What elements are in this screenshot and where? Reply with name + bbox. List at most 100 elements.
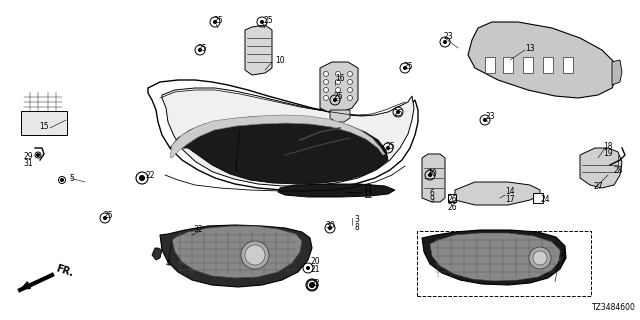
Polygon shape — [430, 233, 560, 281]
Bar — [485, 57, 495, 73]
Text: 15: 15 — [39, 122, 49, 131]
Circle shape — [348, 71, 353, 76]
Circle shape — [529, 247, 551, 269]
Text: 32: 32 — [193, 226, 203, 235]
Text: 25: 25 — [385, 141, 395, 150]
Polygon shape — [422, 154, 445, 202]
Text: 31: 31 — [23, 158, 33, 167]
Circle shape — [36, 154, 40, 156]
Text: 3: 3 — [355, 215, 360, 225]
Text: 7: 7 — [561, 255, 565, 265]
Circle shape — [307, 267, 310, 269]
Text: 23: 23 — [485, 111, 495, 121]
Circle shape — [348, 95, 353, 100]
Polygon shape — [580, 148, 622, 188]
Text: 19: 19 — [603, 148, 613, 157]
Text: 30: 30 — [427, 169, 437, 178]
Text: 25: 25 — [263, 15, 273, 25]
Circle shape — [335, 95, 340, 100]
Text: 9: 9 — [429, 196, 435, 204]
Text: 28: 28 — [613, 165, 623, 174]
Text: 22: 22 — [310, 278, 320, 287]
Polygon shape — [422, 230, 566, 285]
Text: 1: 1 — [234, 164, 238, 172]
Text: 25: 25 — [393, 108, 403, 117]
Text: 22: 22 — [145, 171, 155, 180]
Text: 21: 21 — [310, 266, 320, 275]
Text: 25: 25 — [403, 61, 413, 70]
Circle shape — [348, 87, 353, 92]
Text: 17: 17 — [505, 196, 515, 204]
Text: 26: 26 — [447, 204, 457, 212]
Text: 5: 5 — [70, 173, 74, 182]
Text: 25: 25 — [103, 212, 113, 220]
Polygon shape — [320, 62, 358, 112]
Polygon shape — [152, 248, 162, 260]
Text: 18: 18 — [604, 141, 612, 150]
Text: 4: 4 — [166, 259, 170, 268]
FancyBboxPatch shape — [417, 231, 591, 296]
Polygon shape — [245, 25, 272, 75]
Polygon shape — [172, 226, 302, 278]
Polygon shape — [170, 115, 385, 158]
Circle shape — [403, 67, 406, 69]
Text: 16: 16 — [335, 74, 345, 83]
Text: 14: 14 — [505, 188, 515, 196]
Text: 29: 29 — [23, 151, 33, 161]
Circle shape — [245, 245, 265, 265]
Bar — [563, 57, 573, 73]
Circle shape — [348, 79, 353, 84]
Text: 11: 11 — [364, 183, 372, 193]
Circle shape — [335, 87, 340, 92]
Circle shape — [104, 217, 106, 220]
Circle shape — [335, 79, 340, 84]
Circle shape — [323, 71, 328, 76]
Text: 30: 30 — [325, 221, 335, 230]
Polygon shape — [148, 80, 418, 190]
Text: 10: 10 — [275, 55, 285, 65]
Bar — [543, 57, 553, 73]
Text: TZ3484600: TZ3484600 — [592, 303, 636, 312]
Circle shape — [61, 179, 63, 181]
Polygon shape — [455, 182, 540, 205]
Circle shape — [310, 283, 314, 287]
Circle shape — [429, 173, 431, 177]
FancyBboxPatch shape — [21, 111, 67, 135]
Circle shape — [140, 175, 145, 180]
Text: 25: 25 — [213, 15, 223, 25]
Circle shape — [387, 147, 390, 149]
Circle shape — [241, 241, 269, 269]
Bar — [523, 57, 533, 73]
Circle shape — [328, 227, 332, 229]
Circle shape — [333, 99, 337, 101]
Polygon shape — [162, 88, 414, 186]
Text: FR.: FR. — [55, 263, 76, 278]
Bar — [533, 193, 543, 203]
Text: 23: 23 — [443, 31, 453, 41]
Bar — [448, 194, 456, 202]
Circle shape — [397, 110, 399, 114]
Text: 12: 12 — [364, 190, 372, 199]
Circle shape — [335, 71, 340, 76]
Circle shape — [310, 283, 314, 287]
Text: 6: 6 — [429, 188, 435, 197]
Circle shape — [198, 49, 202, 52]
Text: 27: 27 — [593, 181, 603, 190]
Text: 26: 26 — [447, 196, 457, 204]
Polygon shape — [278, 184, 395, 197]
Circle shape — [323, 95, 328, 100]
Circle shape — [483, 118, 486, 122]
Circle shape — [323, 87, 328, 92]
Circle shape — [444, 41, 447, 44]
Circle shape — [214, 20, 216, 23]
Text: 25: 25 — [333, 92, 343, 100]
Polygon shape — [612, 60, 622, 85]
Polygon shape — [170, 116, 388, 184]
Polygon shape — [330, 110, 350, 122]
Text: 20: 20 — [310, 258, 320, 267]
Polygon shape — [468, 22, 618, 98]
Text: 8: 8 — [355, 223, 360, 233]
Text: 24: 24 — [540, 196, 550, 204]
Text: 25: 25 — [197, 44, 207, 52]
Bar — [503, 57, 513, 73]
